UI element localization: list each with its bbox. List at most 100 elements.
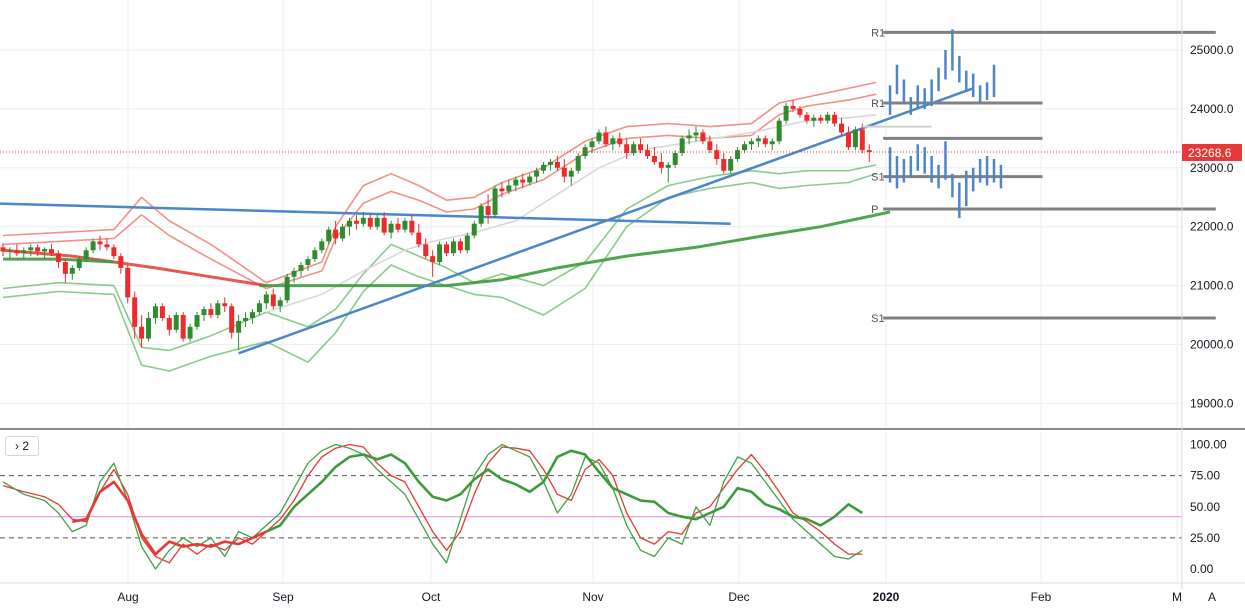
candle-body <box>423 244 429 257</box>
candle-body <box>97 241 103 245</box>
candle-body <box>319 241 325 251</box>
candle-body <box>769 141 775 145</box>
candle-body <box>173 315 179 330</box>
projection-bars <box>888 29 1003 218</box>
candle-body <box>381 217 387 233</box>
price-badge <box>1182 143 1242 161</box>
candle-body <box>631 144 637 154</box>
candle-body <box>291 270 297 277</box>
candle-body <box>742 144 748 151</box>
price-tick-label: 20000.0 <box>1190 338 1234 352</box>
oscillator-tick-label: 25.00 <box>1190 531 1220 545</box>
price-tick-label: 23000.0 <box>1190 161 1234 175</box>
oscillator-tick-label: 75.00 <box>1190 469 1220 483</box>
candle-body <box>35 247 41 252</box>
candle-body <box>333 229 339 239</box>
candle-body <box>845 132 851 148</box>
oscillator-tick-label: 100.00 <box>1190 438 1227 452</box>
candle-body <box>409 220 415 233</box>
candle-body <box>166 317 172 330</box>
candle-body <box>249 312 255 318</box>
candle-body <box>180 315 186 339</box>
candle-body <box>201 309 207 316</box>
candle-body <box>644 150 650 157</box>
pivot-label: P <box>871 204 878 216</box>
candle-body <box>748 141 754 145</box>
candle-body <box>277 300 283 307</box>
candle-body <box>152 306 158 318</box>
candle-body <box>298 264 304 271</box>
candle-body <box>104 244 110 248</box>
candle-body <box>513 179 519 186</box>
candle-body <box>416 232 422 245</box>
oscillator-count: 2 <box>22 439 30 453</box>
candle-body <box>7 250 13 252</box>
candle-body <box>28 247 34 251</box>
candle-body <box>686 135 692 139</box>
price-tick-label: 22000.0 <box>1190 220 1234 234</box>
candle-body <box>444 244 450 254</box>
candle-body <box>457 241 463 251</box>
candle-body <box>0 247 6 252</box>
pivot-label: S1 <box>871 313 884 325</box>
candle-body <box>852 129 858 148</box>
candle-body <box>561 167 567 177</box>
price-tick-label: 24000.0 <box>1190 102 1234 116</box>
candle-body <box>402 220 408 230</box>
candles <box>0 100 872 351</box>
candle-body <box>596 132 602 142</box>
candle-body <box>187 326 193 339</box>
candle-body <box>859 129 865 151</box>
candle-body <box>721 158 727 171</box>
time-tick-label: Oct <box>422 590 441 604</box>
candle-body <box>575 156 581 171</box>
candle-body <box>589 141 595 148</box>
oscillator-panel <box>0 443 1182 570</box>
candle-body <box>49 249 55 254</box>
candle-body <box>707 141 713 151</box>
bollinger-mid-gray <box>266 114 877 313</box>
candle-body <box>263 294 269 304</box>
moving-average-long <box>446 210 891 288</box>
candle-body <box>430 256 436 263</box>
time-tick-label: Aug <box>117 590 138 604</box>
candle-body <box>610 138 616 145</box>
bollinger-lower-inner <box>2 164 877 352</box>
candle-body <box>506 185 512 192</box>
candle-body <box>776 120 782 142</box>
candle-body <box>755 138 761 142</box>
candle-body <box>270 294 276 307</box>
candle-body <box>305 259 311 265</box>
candle-body <box>55 253 61 263</box>
chevron-right-icon: › <box>14 439 19 453</box>
time-tick-label: Feb <box>1031 590 1052 604</box>
price-tick-label: 21000.0 <box>1190 279 1234 293</box>
candle-body <box>118 256 124 268</box>
candle-body <box>658 161 664 168</box>
candle-body <box>353 220 359 224</box>
candle-body <box>797 108 803 115</box>
candle-body <box>866 150 872 152</box>
candle-body <box>437 244 443 263</box>
pivot-label: R1 <box>871 27 885 39</box>
oscillator-series <box>265 449 863 533</box>
candle-body <box>395 223 401 230</box>
candle-body <box>284 276 290 301</box>
auto-scale-button[interactable]: A <box>1207 590 1216 604</box>
candle-body <box>520 179 526 183</box>
candle-body <box>811 117 817 121</box>
oscillator-collapse-button[interactable]: › 2 <box>5 436 39 456</box>
candle-body <box>367 217 373 227</box>
time-tick-label: M <box>1172 590 1182 604</box>
candle-body <box>839 123 845 133</box>
candle-body <box>478 206 484 224</box>
candle-body <box>326 229 332 242</box>
candle-body <box>471 223 477 236</box>
candle-body <box>818 117 824 121</box>
candle-body <box>62 262 68 274</box>
price-tick-label: 25000.0 <box>1190 43 1234 57</box>
candle-body <box>256 303 262 313</box>
pivot-label: R1 <box>871 98 885 110</box>
candle-body <box>534 170 540 177</box>
